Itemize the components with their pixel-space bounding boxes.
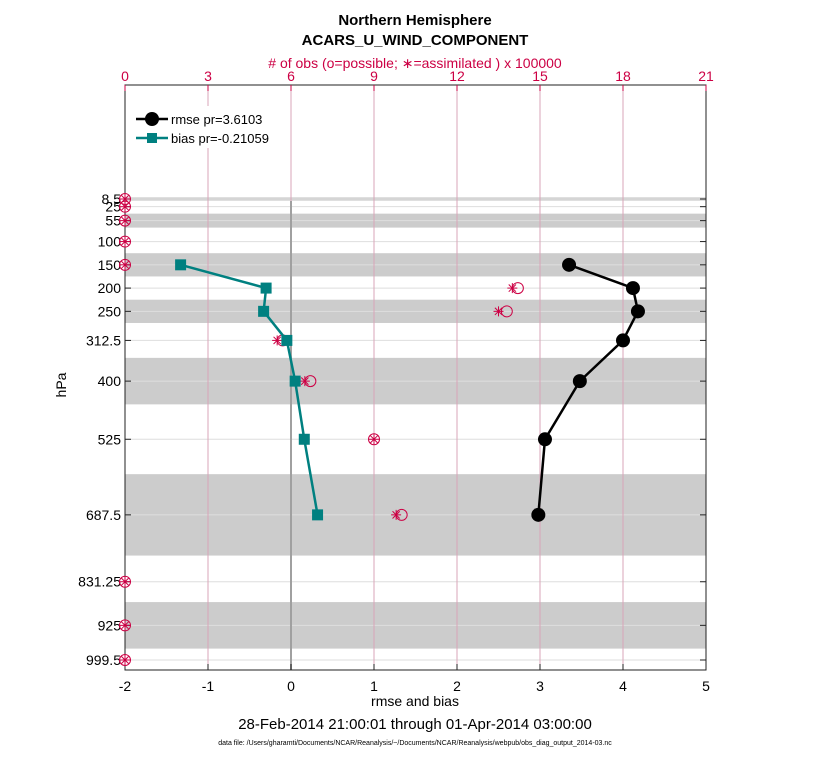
y-tick-label: 150 bbox=[98, 257, 122, 273]
date-range: 28-Feb-2014 21:00:01 through 01-Apr-2014… bbox=[238, 716, 592, 733]
y-tick-label: 250 bbox=[98, 303, 122, 319]
obs-star-stroke bbox=[121, 260, 129, 269]
obs-star-stroke bbox=[121, 577, 129, 586]
rmse-point bbox=[625, 281, 640, 296]
obs-possible-marker bbox=[119, 619, 131, 632]
top-tick-label: 9 bbox=[370, 68, 378, 84]
x-tick-label: -2 bbox=[119, 678, 132, 694]
obs-assimilated-marker bbox=[272, 335, 283, 346]
obs-possible-marker bbox=[119, 258, 131, 271]
obs-assimilated-marker bbox=[493, 306, 504, 317]
footnote: data file: /Users/gharamti/Documents/NCA… bbox=[218, 740, 612, 747]
obs-assimilated-marker bbox=[507, 283, 518, 294]
x-axis-ticks: -2 -1 0 1 2 3 4 5 bbox=[119, 664, 710, 694]
rmse-point bbox=[531, 507, 546, 522]
x-tick-label: 5 bbox=[702, 678, 710, 694]
x-tick-label: 0 bbox=[287, 678, 295, 694]
top-tick-label: 6 bbox=[287, 68, 295, 84]
obs-assimilated-marker bbox=[299, 376, 310, 387]
top-axis-ticks: 0 3 6 9 12 15 18 21 bbox=[121, 68, 714, 91]
bias-point bbox=[289, 375, 301, 387]
y-tick-label: 55 bbox=[105, 213, 121, 229]
obs-possible-marker bbox=[119, 214, 131, 227]
top-tick-label: 21 bbox=[698, 68, 714, 84]
top-tick-label: 18 bbox=[615, 68, 631, 84]
rmse-point bbox=[537, 432, 552, 447]
top-tick-label: 15 bbox=[532, 68, 548, 84]
obs-star-stroke bbox=[121, 202, 129, 211]
y-tick-label: 8.5 bbox=[102, 191, 122, 207]
legend: rmse pr=3.6103 bias pr=-0.21059 bbox=[131, 106, 279, 148]
y-tick-label: 25 bbox=[105, 199, 121, 215]
y-tick-label: 100 bbox=[98, 234, 122, 250]
legend-bias-label: bias pr=-0.21059 bbox=[171, 131, 269, 146]
chart-subtitle: ACARS_U_WIND_COMPONENT bbox=[302, 32, 529, 49]
rmse-point bbox=[616, 333, 630, 348]
obs-star-stroke bbox=[121, 195, 129, 203]
y-tick-label: 200 bbox=[98, 280, 122, 296]
obs-star-stroke bbox=[273, 336, 282, 345]
y-tick-label: 400 bbox=[98, 373, 122, 389]
obs-possible-marker bbox=[368, 433, 380, 446]
obs-assimilated-marker bbox=[120, 620, 130, 631]
obs-star-stroke bbox=[508, 284, 517, 293]
obs-possible-marker bbox=[119, 654, 131, 666]
y-tick-label: 999.5 bbox=[86, 652, 121, 668]
obs-assimilated-marker bbox=[120, 259, 130, 270]
top-axis-label: # of obs (o=possible; ∗=assimilated ) x … bbox=[268, 55, 562, 71]
plot-frame bbox=[124, 84, 707, 671]
obs-assimilated-marker bbox=[120, 655, 130, 665]
bias-point bbox=[312, 509, 324, 521]
grid-lines bbox=[125, 198, 706, 661]
x-tick-label: 3 bbox=[536, 678, 544, 694]
obs-star-stroke bbox=[370, 435, 378, 444]
obs-star-stroke bbox=[121, 216, 129, 225]
bias-point bbox=[260, 282, 272, 294]
x-tick-label: 4 bbox=[619, 678, 627, 694]
bias-point bbox=[281, 334, 293, 346]
data-series bbox=[175, 257, 645, 522]
x-tick-label: 2 bbox=[453, 678, 461, 694]
legend-bias-marker bbox=[147, 133, 157, 143]
rmse-point bbox=[562, 257, 577, 272]
chart-title: Northern Hemisphere bbox=[338, 12, 491, 29]
x-axis-label: rmse and bias bbox=[371, 693, 459, 709]
obs-assimilated-marker bbox=[120, 236, 130, 247]
obs-assimilated-marker bbox=[120, 215, 130, 226]
legend-rmse-marker bbox=[145, 112, 159, 126]
y-tick-label: 687.5 bbox=[86, 507, 121, 523]
obs-assimilated-marker bbox=[120, 201, 130, 212]
bias-point bbox=[175, 259, 187, 271]
x-tick-label: -1 bbox=[202, 678, 215, 694]
obs-possible-marker bbox=[119, 575, 131, 588]
y-axis-label: hPa bbox=[53, 372, 69, 397]
obs-count-markers bbox=[119, 193, 524, 666]
top-tick-label: 3 bbox=[204, 68, 212, 84]
y-tick-label: 312.5 bbox=[86, 332, 121, 348]
rmse-point bbox=[630, 304, 645, 319]
y-tick-label: 525 bbox=[98, 431, 122, 447]
top-tick-label: 12 bbox=[449, 68, 465, 84]
bias-point bbox=[298, 433, 310, 445]
obs-star-stroke bbox=[121, 656, 129, 664]
legend-rmse-label: rmse pr=3.6103 bbox=[171, 112, 262, 127]
obs-star-stroke bbox=[300, 377, 309, 386]
obs-assimilated-marker bbox=[120, 576, 130, 587]
obs-star-stroke bbox=[121, 237, 129, 246]
obs-assimilated-marker bbox=[391, 509, 402, 520]
obs-star-stroke bbox=[494, 307, 503, 316]
bias-point bbox=[258, 305, 270, 317]
obs-possible-marker bbox=[119, 235, 131, 248]
obs-star-stroke bbox=[121, 621, 129, 630]
obs-star-stroke bbox=[392, 510, 401, 519]
y-tick-label: 925 bbox=[98, 617, 122, 633]
y-tick-label: 831.25 bbox=[78, 574, 121, 590]
obs-assimilated-marker bbox=[369, 434, 379, 445]
rmse-point bbox=[572, 374, 587, 389]
x-tick-label: 1 bbox=[370, 678, 378, 694]
top-tick-label: 0 bbox=[121, 68, 129, 84]
